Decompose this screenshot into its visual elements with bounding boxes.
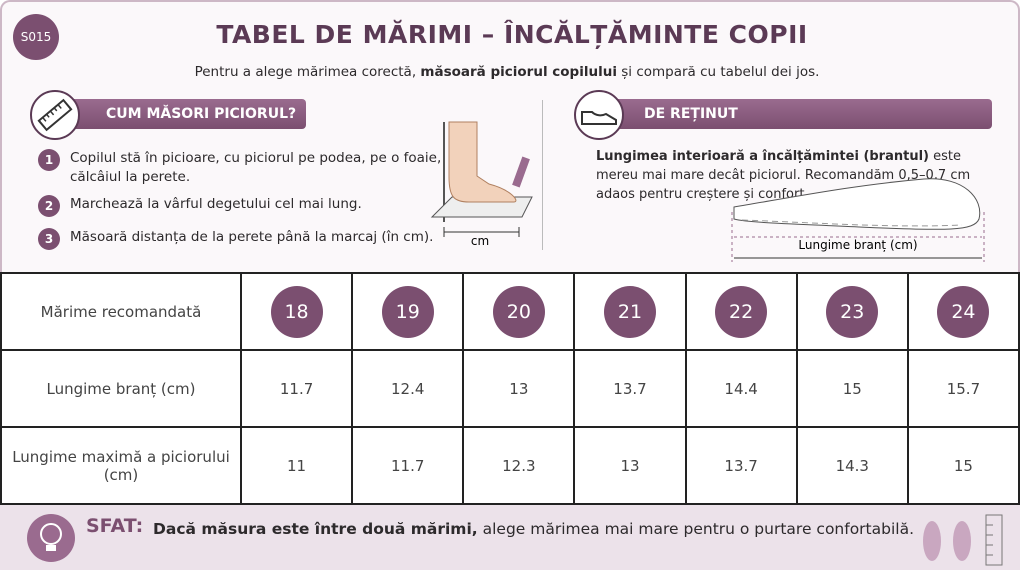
bulb-icon [27, 514, 75, 562]
table-cell: 13.7 [684, 426, 798, 505]
table-cell: 14.3 [795, 426, 909, 505]
step: 3 Măsoară distanța de la perete până la m… [38, 228, 448, 250]
feet-icon [923, 514, 1003, 566]
step-number: 2 [38, 195, 60, 217]
subtitle: Pentru a alege mărimea corectă, măsoară … [2, 64, 1012, 80]
table-row: Lungime branț (cm) 11.7 12.4 13 13.7 14.4 15 15… [0, 349, 1020, 428]
step: 2 Marchează la vârful degetului cel mai l… [38, 195, 448, 217]
size-badge: 23 [826, 285, 879, 338]
badge: S015 [13, 14, 59, 60]
table-cell: 15 [906, 426, 1020, 505]
foot-diagram: cm [430, 121, 533, 248]
step-text: Marchează la vârful degetului cel mai lu… [70, 196, 362, 212]
table-cell: 21 [573, 272, 687, 351]
step-text: Copilul stă în picioare, cu piciorul pe … [70, 150, 442, 185]
table-cell: 13 [462, 349, 576, 428]
note-text: Lungimea interioară a încălțămintei (bra… [596, 147, 1001, 204]
tip-bar: SFAT: Dacă măsura este între două mărimi… [0, 505, 1020, 570]
table-cell: 24 [906, 272, 1020, 351]
table-row: Mărime recomandată 18 19 20 21 22 23 24 [0, 272, 1020, 351]
row-label: Lungime maximă a piciorului (cm) [0, 426, 242, 505]
table-cell: 11.7 [239, 349, 354, 428]
row-label: Lungime branț (cm) [0, 349, 242, 428]
step-text: Măsoară distanța de la perete până la ma… [70, 229, 434, 245]
table-row: Lungime maximă a piciorului (cm) 11 11.7 12… [0, 426, 1020, 505]
insole-diagram: Lungime branț (cm) [731, 178, 985, 262]
table-cell: 23 [795, 272, 909, 351]
size-badge: 18 [270, 285, 323, 338]
step-number: 3 [38, 228, 60, 250]
table-cell: 11.7 [351, 426, 465, 505]
section-heading: DE REȚINUT [594, 99, 992, 129]
size-badge: 24 [937, 285, 990, 338]
divider [542, 100, 543, 250]
table-cell: 14.4 [684, 349, 798, 428]
tip-label: SFAT: [86, 515, 144, 537]
shoe-svg [581, 111, 617, 125]
size-table: Mărime recomandată 18 19 20 21 22 23 24 Lungime … [0, 272, 1020, 505]
ruler-icon [30, 90, 80, 140]
diagram-label: cm [471, 234, 489, 248]
table-cell: 15 [795, 349, 909, 428]
tip-text: Dacă măsura este între două mărimi, aleg… [153, 520, 914, 538]
step-number: 1 [38, 149, 60, 171]
step: 1 Copilul stă în picioare, cu piciorul pe… [38, 149, 448, 187]
subtitle-text: Pentru a alege mărimea corectă, [194, 64, 421, 80]
ruler-svg [37, 98, 73, 132]
diagram-label: Lungime branț (cm) [798, 238, 917, 252]
size-badge: 22 [715, 285, 768, 338]
size-badge: 21 [603, 285, 656, 338]
table-cell: 15.7 [906, 349, 1020, 428]
header-panel: S015 TABEL DE MĂRIMI – ÎNCĂLȚĂMINTE COPI… [0, 0, 1020, 272]
note-bold: Lungimea interioară a încălțămintei (bra… [596, 149, 929, 164]
tip-bold: Dacă măsura este între două mărimi, [153, 520, 478, 538]
subtitle-text: și compară cu tabelul dei jos. [616, 64, 820, 80]
subtitle-bold: măsoară piciorul copilului [420, 64, 617, 80]
table-cell: 13 [573, 426, 687, 505]
table-cell: 19 [351, 272, 465, 351]
note-rest: este mereu mai mare decât piciorul. Reco… [596, 149, 971, 202]
table-cell: 11 [239, 426, 354, 505]
table-cell: 20 [462, 272, 576, 351]
shoe-icon [574, 90, 624, 140]
table-cell: 12.4 [351, 349, 465, 428]
table-cell: 22 [684, 272, 798, 351]
section-heading: CUM MĂSORI PICIORUL? [56, 99, 306, 129]
table-cell: 13.7 [573, 349, 687, 428]
size-badge: 19 [381, 285, 434, 338]
size-badge: 20 [492, 285, 545, 338]
table-cell: 18 [239, 272, 354, 351]
tip-rest: alege mărimea mai mare pentru o purtare … [477, 520, 915, 538]
table-body: Mărime recomandată 18 19 20 21 22 23 24 Lungime … [0, 272, 1020, 505]
title: TABEL DE MĂRIMI – ÎNCĂLȚĂMINTE COPII [216, 20, 808, 49]
table-cell: 12.3 [462, 426, 576, 505]
row-label: Mărime recomandată [0, 272, 242, 351]
